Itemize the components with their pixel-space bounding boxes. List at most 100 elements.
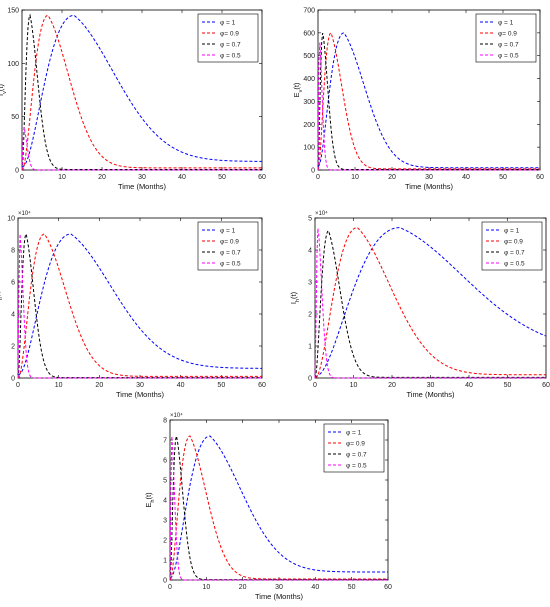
- x-tick-label: 40: [462, 174, 470, 181]
- x-tick-label: 50: [217, 382, 225, 389]
- y-tick-label: 500: [303, 53, 315, 60]
- x-tick-label: 20: [388, 382, 396, 389]
- series-line-1: [17, 233, 262, 379]
- legend-label: φ= 0.9: [346, 441, 365, 448]
- y-tick-label: 100: [7, 61, 19, 68]
- x-tick-label: 30: [136, 382, 144, 389]
- legend-label: φ = 1: [220, 228, 236, 235]
- y-tick-label: 0: [163, 578, 167, 585]
- series-line-2: [17, 232, 262, 379]
- series-line-1: [169, 435, 388, 581]
- legend-label: φ = 0.7: [220, 42, 241, 49]
- chart-ev: 0 10 20 30 40 50 600100200300400500600700Time …: [292, 8, 544, 192]
- y-tick-label: 3: [308, 280, 312, 287]
- x-axis-label: Time (Months): [255, 592, 304, 601]
- x-tick-label: 20: [95, 382, 103, 389]
- y-tick-label: 600: [303, 30, 315, 37]
- x-tick-label: 60: [542, 382, 550, 389]
- series-line-0: [21, 14, 263, 168]
- y-tick-label: 1: [308, 344, 312, 351]
- y-axis-label: Ih(t): [289, 291, 301, 304]
- series-line-2: [317, 32, 540, 171]
- y-tick-label: 400: [303, 76, 315, 83]
- y-tick-label: 700: [303, 8, 315, 15]
- y-tick-label: 10: [7, 216, 15, 223]
- y-tick-label: 7: [163, 438, 167, 445]
- x-axis-label: Time (Months): [118, 182, 167, 191]
- legend-label: φ = 0.7: [220, 250, 241, 257]
- legend-label: φ= 0.9: [220, 31, 239, 38]
- series-line-0: [317, 32, 540, 169]
- y-tick-label: 150: [7, 8, 19, 15]
- x-tick-label: 40: [311, 584, 319, 591]
- y-tick-label: 2: [11, 344, 15, 351]
- y-tick-label: 200: [303, 122, 315, 129]
- series-line-0: [314, 227, 547, 377]
- y-tick-label: 4: [11, 312, 15, 319]
- x-tick-label: 20: [239, 584, 247, 591]
- y-tick-label: 300: [303, 99, 315, 106]
- y-tick-label: 8: [11, 248, 15, 255]
- x-tick-label: 50: [218, 174, 226, 181]
- y-tick-label: 6: [11, 280, 15, 287]
- legend: φ = 1 φ= 0.9 φ = 0.7 φ = 0.5: [475, 13, 537, 63]
- y-axis-label: Iv(t): [0, 84, 8, 96]
- series-line-1: [314, 227, 546, 379]
- x-tick-label: 40: [178, 174, 186, 181]
- legend-label: φ= 0.9: [498, 31, 517, 38]
- series-line-3: [169, 435, 388, 581]
- series-line-0: [17, 233, 263, 376]
- x-tick-label: 60: [258, 382, 266, 389]
- y-axis-label: Eh(t): [144, 492, 156, 508]
- legend-label: φ = 0.5: [346, 463, 367, 470]
- x-axis-label: Time (Months): [406, 390, 455, 399]
- y-exponent-label: ×10⁴: [18, 210, 31, 217]
- legend-label: φ = 1: [498, 20, 514, 27]
- legend: φ = 1 φ= 0.9 φ = 0.7 φ = 0.5: [197, 13, 259, 63]
- legend-label: φ = 0.5: [504, 261, 525, 268]
- y-tick-label: 3: [163, 518, 167, 525]
- y-tick-label: 4: [163, 498, 167, 505]
- legend-label: φ = 0.5: [498, 53, 519, 60]
- legend-label: φ = 0.7: [504, 250, 525, 257]
- legend-label: φ = 0.7: [498, 42, 519, 49]
- y-tick-label: 0: [11, 376, 15, 383]
- legend: φ = 1 φ= 0.9 φ = 0.7 φ = 0.5: [481, 221, 543, 271]
- legend-label: φ = 0.7: [346, 452, 367, 459]
- x-tick-label: 50: [348, 584, 356, 591]
- y-exponent-label: ×10⁴: [315, 210, 328, 217]
- x-tick-label: 30: [425, 174, 433, 181]
- y-tick-label: 5: [308, 216, 312, 223]
- x-axis-label: Time (Months): [116, 390, 165, 399]
- x-tick-label: 30: [275, 584, 283, 591]
- series-line-1: [317, 32, 540, 171]
- y-axis-label: Rh(t): [0, 290, 4, 306]
- series-line-2: [314, 229, 546, 379]
- y-tick-label: 6: [163, 458, 167, 465]
- x-tick-label: 40: [177, 382, 185, 389]
- y-tick-label: 2: [163, 538, 167, 545]
- y-tick-label: 2: [308, 312, 312, 319]
- x-tick-label: 0: [316, 174, 320, 181]
- x-axis-label: Time (Months): [405, 182, 454, 191]
- legend-label: φ = 0.5: [220, 261, 241, 268]
- x-tick-label: 10: [58, 174, 66, 181]
- y-tick-label: 0: [308, 376, 312, 383]
- x-tick-label: 20: [98, 174, 106, 181]
- x-tick-label: 10: [55, 382, 63, 389]
- legend-label: φ= 0.9: [504, 239, 523, 246]
- x-tick-label: 10: [350, 382, 358, 389]
- y-tick-label: 1: [163, 558, 167, 565]
- x-tick-label: 30: [138, 174, 146, 181]
- series-line-3: [317, 42, 540, 171]
- x-tick-label: 60: [258, 174, 266, 181]
- legend-label: φ = 0.5: [220, 53, 241, 60]
- x-tick-label: 10: [202, 584, 210, 591]
- legend-label: φ = 1: [346, 430, 362, 437]
- x-tick-label: 20: [388, 174, 396, 181]
- series-line-3: [17, 233, 262, 379]
- chart-eh: 0 10 20 30 40 50 60 0 1 2 3 4 5 6 7 8×10⁴ Time (Months) E…: [144, 412, 392, 601]
- y-tick-label: 0: [311, 168, 315, 175]
- series-line-2: [21, 13, 262, 171]
